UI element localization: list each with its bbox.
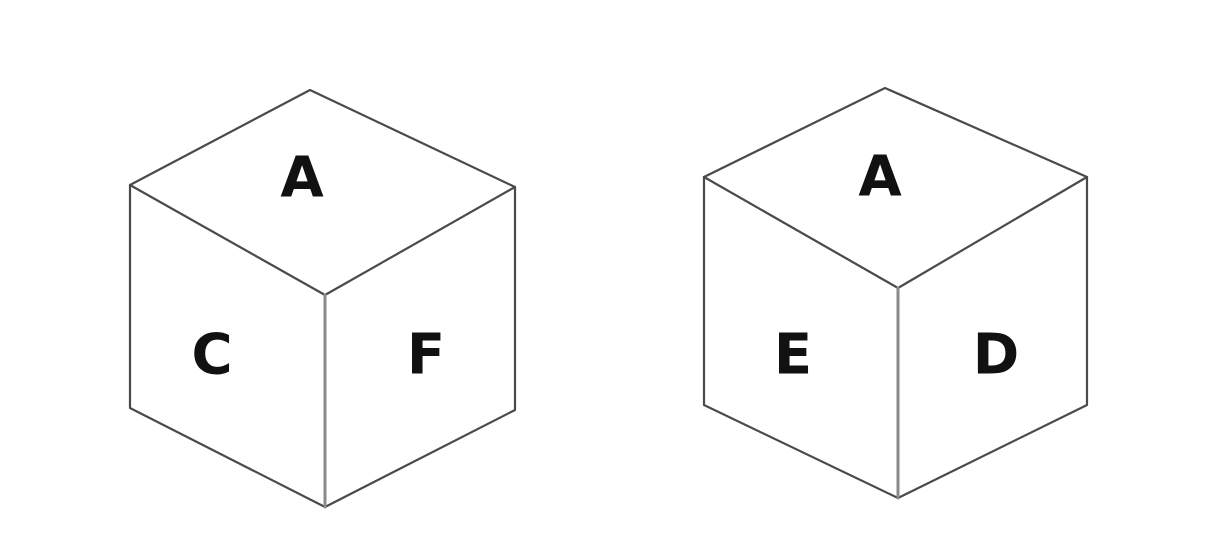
cube-1-right-face-label: F bbox=[407, 323, 445, 388]
cube-1-top-edge-right bbox=[323, 185, 517, 297]
cube-1-left-face-label: C bbox=[191, 323, 232, 388]
cube-1: A C F bbox=[128, 88, 517, 509]
cube-2-top-edge-right bbox=[896, 175, 1089, 290]
cube-2-top-edge-left bbox=[702, 175, 900, 290]
cube-1-outline bbox=[128, 88, 517, 509]
cube-1-top-edge-left bbox=[128, 183, 327, 297]
cube-2-right-face-label: D bbox=[973, 323, 1019, 388]
cube-2: A E D bbox=[702, 86, 1089, 500]
cube-2-top-face-label: A bbox=[858, 145, 902, 210]
cube-1-top-face-label: A bbox=[280, 146, 324, 211]
cube-2-outline bbox=[702, 86, 1089, 500]
cube-2-left-face-label: E bbox=[774, 323, 812, 388]
